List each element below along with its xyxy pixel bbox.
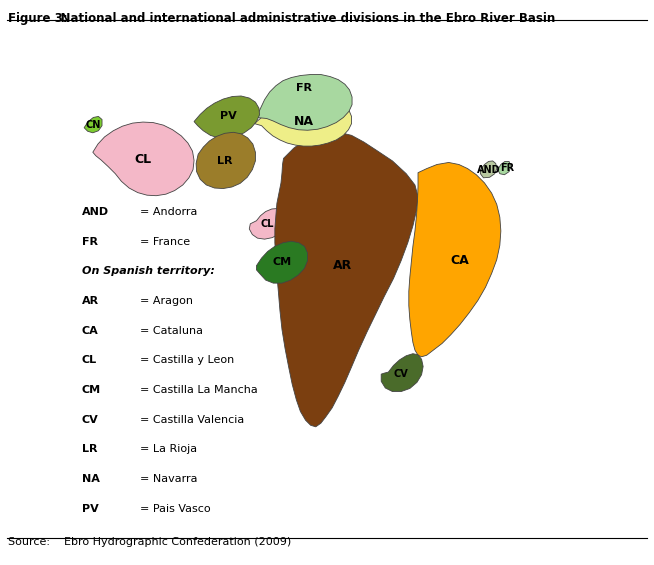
Text: FR: FR — [82, 237, 97, 247]
Text: LR: LR — [82, 444, 97, 454]
Text: CA: CA — [82, 325, 98, 336]
Polygon shape — [498, 162, 511, 175]
Text: AND: AND — [82, 207, 109, 217]
Text: FR: FR — [500, 163, 514, 172]
Text: NA: NA — [294, 115, 314, 128]
Polygon shape — [409, 163, 501, 357]
Text: = France: = France — [141, 237, 190, 247]
Polygon shape — [93, 122, 194, 195]
Text: Source:    Ebro Hydrographic Confederation (2009): Source: Ebro Hydrographic Confederation … — [8, 537, 291, 547]
Polygon shape — [256, 241, 307, 283]
Text: FR: FR — [296, 83, 312, 93]
Text: = Castilla y Leon: = Castilla y Leon — [141, 355, 235, 366]
Text: CV: CV — [394, 369, 409, 379]
Text: On Spanish territory:: On Spanish territory: — [82, 266, 215, 276]
Text: National and international administrative divisions in the Ebro River Basin: National and international administrativ… — [44, 12, 556, 25]
Text: = Andorra: = Andorra — [141, 207, 198, 217]
Text: = La Rioja: = La Rioja — [141, 444, 198, 454]
Text: = Pais Vasco: = Pais Vasco — [141, 503, 211, 514]
Polygon shape — [381, 354, 423, 392]
Text: AR: AR — [333, 259, 352, 272]
Polygon shape — [249, 208, 286, 239]
Polygon shape — [84, 116, 102, 133]
Polygon shape — [196, 132, 256, 189]
Text: = Cataluna: = Cataluna — [141, 325, 203, 336]
Text: CM: CM — [273, 257, 292, 267]
Text: CA: CA — [451, 254, 470, 267]
Text: CL: CL — [134, 153, 152, 166]
Text: CV: CV — [82, 415, 98, 425]
Polygon shape — [275, 132, 418, 427]
Text: NA: NA — [82, 474, 99, 484]
Polygon shape — [254, 96, 352, 146]
Text: LR: LR — [217, 156, 232, 166]
Text: PV: PV — [220, 111, 237, 121]
Text: CM: CM — [82, 385, 101, 395]
Text: Figure 3:: Figure 3: — [8, 12, 67, 25]
Text: CL: CL — [82, 355, 97, 366]
Text: CL: CL — [261, 219, 275, 229]
Polygon shape — [256, 75, 352, 131]
Text: PV: PV — [82, 503, 98, 514]
Text: = Castilla La Mancha: = Castilla La Mancha — [141, 385, 258, 395]
Text: = Castilla Valencia: = Castilla Valencia — [141, 415, 245, 425]
Text: AR: AR — [82, 296, 99, 306]
Polygon shape — [481, 161, 497, 178]
Polygon shape — [194, 96, 260, 138]
Text: CN: CN — [85, 120, 101, 129]
Text: = Aragon: = Aragon — [141, 296, 194, 306]
Text: = Navarra: = Navarra — [141, 474, 198, 484]
Text: AND: AND — [477, 164, 500, 175]
